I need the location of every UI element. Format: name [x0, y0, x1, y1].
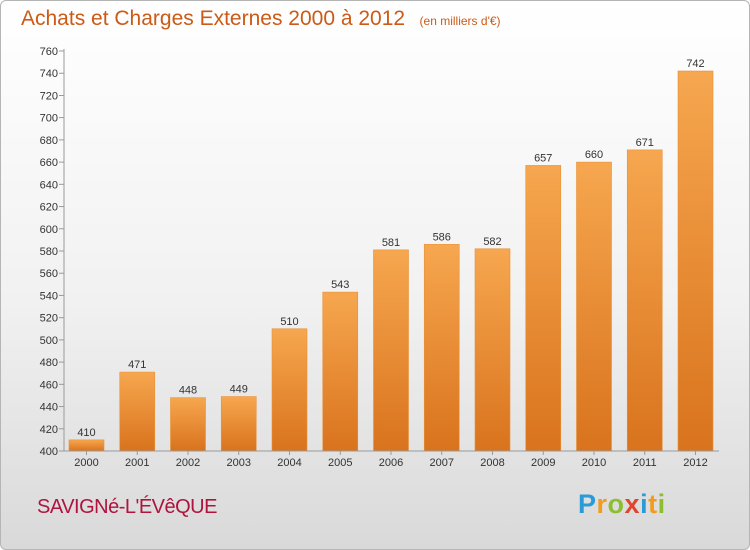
chart-unit: (en milliers d'€): [419, 14, 501, 28]
x-tick-label: 2003: [227, 457, 251, 469]
y-tick-label: 420: [40, 424, 58, 436]
bar: [170, 397, 206, 451]
x-tick-label: 2008: [480, 457, 504, 469]
y-tick-label: 460: [40, 379, 58, 391]
bar-value-label: 586: [433, 231, 451, 243]
bars: 410 471 448 449 510 543 581 586 582 657 660 671 742: [68, 58, 714, 452]
chart-title: Achats et Charges Externes 2000 à 2012: [21, 7, 406, 30]
y-tick-label: 700: [40, 113, 58, 125]
x-tick-label: 2006: [379, 457, 403, 469]
bar-value-label: 543: [331, 279, 349, 291]
x-tick-label: 2011: [633, 457, 657, 469]
bar-value-label: 657: [534, 152, 552, 164]
y-tick-label: 440: [40, 402, 58, 414]
x-tick-label: 2004: [277, 457, 301, 469]
x-tick-label: 2005: [328, 457, 352, 469]
y-tick-label: 660: [40, 157, 58, 169]
bar-value-label: 410: [77, 427, 95, 439]
title-row: Achats et Charges Externes 2000 à 2012 (…: [21, 7, 501, 31]
bar: [627, 149, 663, 451]
x-tick-label: 2012: [683, 457, 707, 469]
y-tick-label: 680: [40, 135, 58, 147]
proxiti-logo[interactable]: Proxiti: [578, 489, 666, 520]
bar: [576, 162, 612, 451]
bar-value-label: 582: [483, 236, 501, 248]
x-tick-label: 2010: [582, 457, 606, 469]
bar-value-label: 448: [179, 385, 197, 397]
logo-letter: x: [624, 489, 641, 519]
x-tick-label: 2007: [430, 457, 454, 469]
bar-value-label: 510: [280, 316, 298, 328]
bar-value-label: 742: [686, 58, 704, 70]
y-tick-label: 500: [40, 335, 58, 347]
bar: [322, 292, 358, 451]
bar-value-label: 660: [585, 149, 603, 161]
bar: [272, 328, 307, 451]
y-tick-label: 740: [40, 68, 58, 80]
bar: [424, 244, 460, 451]
x-tick-label: 2009: [531, 457, 555, 469]
bar: [119, 372, 155, 451]
x-axis: 2000 2001 2002 2003 2004 2005 2006 2007 2008 2009…: [64, 450, 719, 469]
logo-letter: o: [607, 489, 625, 519]
bar: [221, 396, 257, 451]
bar-value-label: 471: [128, 359, 146, 371]
x-tick-label: 2000: [74, 457, 98, 469]
logo-letter: i: [640, 489, 649, 519]
y-tick-label: 620: [40, 202, 58, 214]
x-tick-label: 2001: [125, 457, 149, 469]
y-tick-label: 560: [40, 268, 58, 280]
bar: [475, 248, 510, 451]
y-tick-label: 480: [40, 357, 58, 369]
bar: [525, 165, 561, 451]
x-tick-label: 2002: [176, 457, 200, 469]
y-tick-label: 600: [40, 224, 58, 236]
bar: [373, 249, 409, 451]
bar-value-label: 671: [636, 137, 654, 149]
logo-letter: t: [648, 489, 658, 519]
bar-value-label: 581: [382, 237, 400, 249]
y-tick-label: 760: [40, 46, 58, 58]
y-tick-label: 580: [40, 246, 58, 258]
y-tick-label: 520: [40, 313, 58, 325]
y-tick-label: 540: [40, 290, 58, 302]
y-tick-label: 400: [40, 446, 58, 458]
bar: [678, 71, 713, 451]
y-tick-label: 640: [40, 179, 58, 191]
bar-value-label: 449: [230, 384, 248, 396]
y-axis: 400 420 440 460 480 500 520 540 560 580 600 620 640 6…: [40, 46, 65, 458]
logo-letter: i: [657, 489, 666, 519]
y-tick-label: 720: [40, 90, 58, 102]
town-name: SAVIGNé-L'ÉVêQUE: [37, 496, 217, 518]
bar: [69, 439, 104, 451]
logo-letter: r: [596, 489, 608, 519]
logo-letter: P: [578, 489, 597, 519]
